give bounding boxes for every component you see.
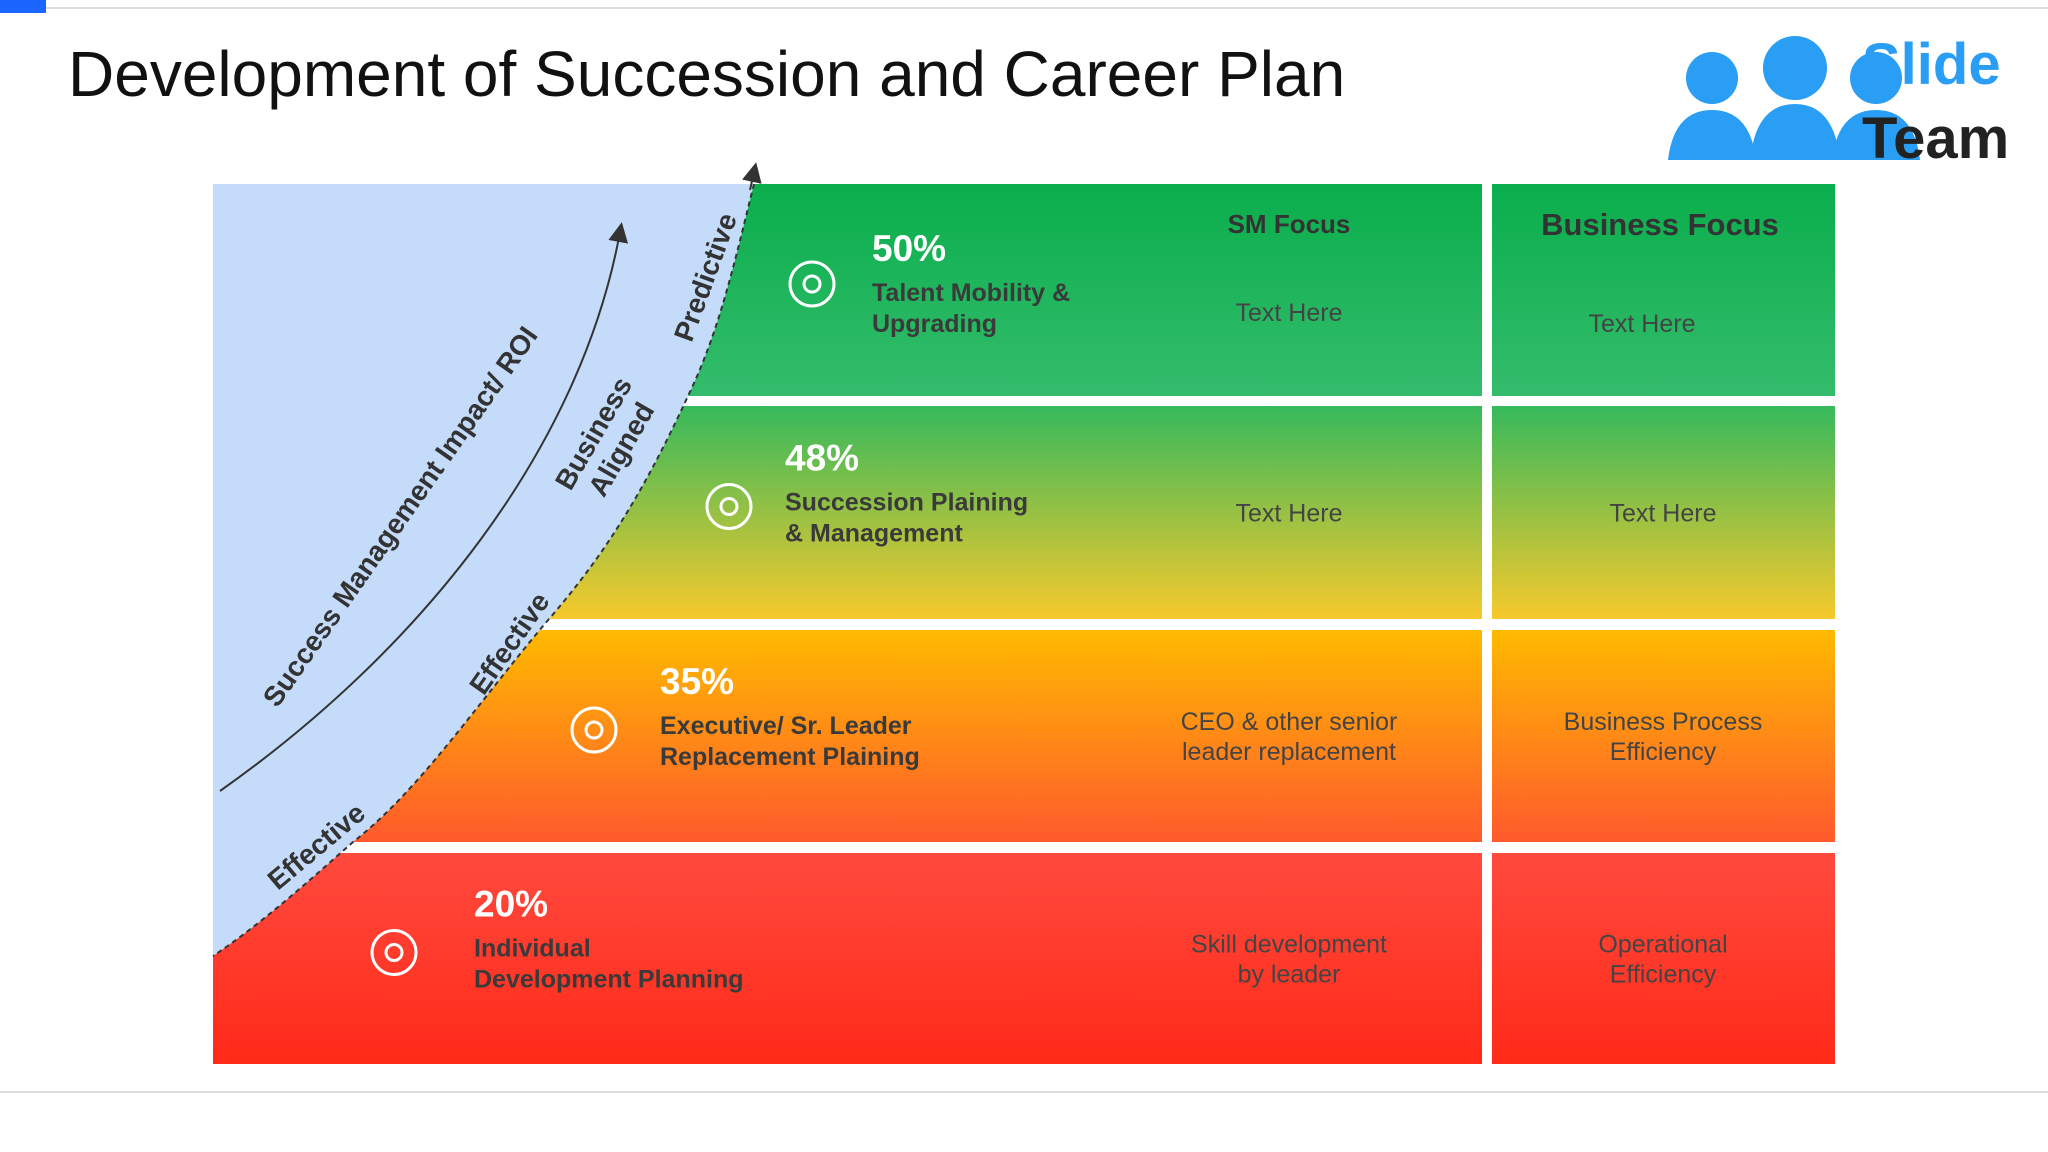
corner-tab xyxy=(0,0,46,13)
impact-area xyxy=(213,184,754,956)
business-text: Operational xyxy=(1598,931,1727,959)
column-header: SM Focus xyxy=(1228,209,1351,239)
business-text: Efficiency xyxy=(1610,738,1717,766)
sm-text: CEO & other senior xyxy=(1181,708,1398,736)
business-text: Text Here xyxy=(1610,500,1717,528)
row-percent: 35% xyxy=(660,661,734,702)
sm-text: Text Here xyxy=(1236,500,1343,528)
row-icon xyxy=(584,720,604,740)
row-label: & Management xyxy=(785,520,963,548)
sm-text: by leader xyxy=(1238,961,1341,989)
logo-icon xyxy=(1668,36,1920,160)
sm-text: Skill development xyxy=(1191,931,1387,959)
business-text: Text Here xyxy=(1589,310,1696,338)
logo-text: Slide xyxy=(1862,32,2001,97)
row-label: Executive/ Sr. Leader xyxy=(660,712,912,740)
row-icon xyxy=(788,260,836,308)
row-percent: 48% xyxy=(785,438,859,479)
business-cell xyxy=(1492,853,1835,1064)
row-label: Talent Mobility & xyxy=(872,279,1070,307)
business-cell xyxy=(1492,630,1835,842)
business-cell xyxy=(1492,184,1835,396)
row-percent: 50% xyxy=(872,228,946,269)
row-percent: 20% xyxy=(474,884,548,925)
business-cell xyxy=(1492,406,1835,619)
row-icon xyxy=(370,929,418,976)
row-icon xyxy=(802,274,822,294)
row-label: Replacement Plaining xyxy=(660,743,920,771)
logo-text: Team xyxy=(1862,106,2009,171)
business-text: Efficiency xyxy=(1610,961,1717,989)
row-label: Individual xyxy=(474,935,591,963)
roi-arrow xyxy=(219,222,629,792)
row-icon xyxy=(705,483,753,530)
stage-curve xyxy=(212,183,755,957)
row-band xyxy=(213,853,1482,1064)
title: Development of Succession and Career Pla… xyxy=(68,38,1345,110)
business-text: Business Process xyxy=(1564,708,1763,736)
row-label: Development Planning xyxy=(474,966,743,994)
sm-text: leader replacement xyxy=(1182,738,1396,766)
curve-arrow xyxy=(742,162,762,191)
row-icon xyxy=(384,943,404,962)
sm-text: Text Here xyxy=(1236,299,1343,327)
row-label: Succession Plaining xyxy=(785,489,1028,517)
row-label: Upgrading xyxy=(872,310,997,338)
row-icon xyxy=(570,706,618,754)
row-icon xyxy=(719,497,739,516)
column-header: Business Focus xyxy=(1541,207,1779,242)
